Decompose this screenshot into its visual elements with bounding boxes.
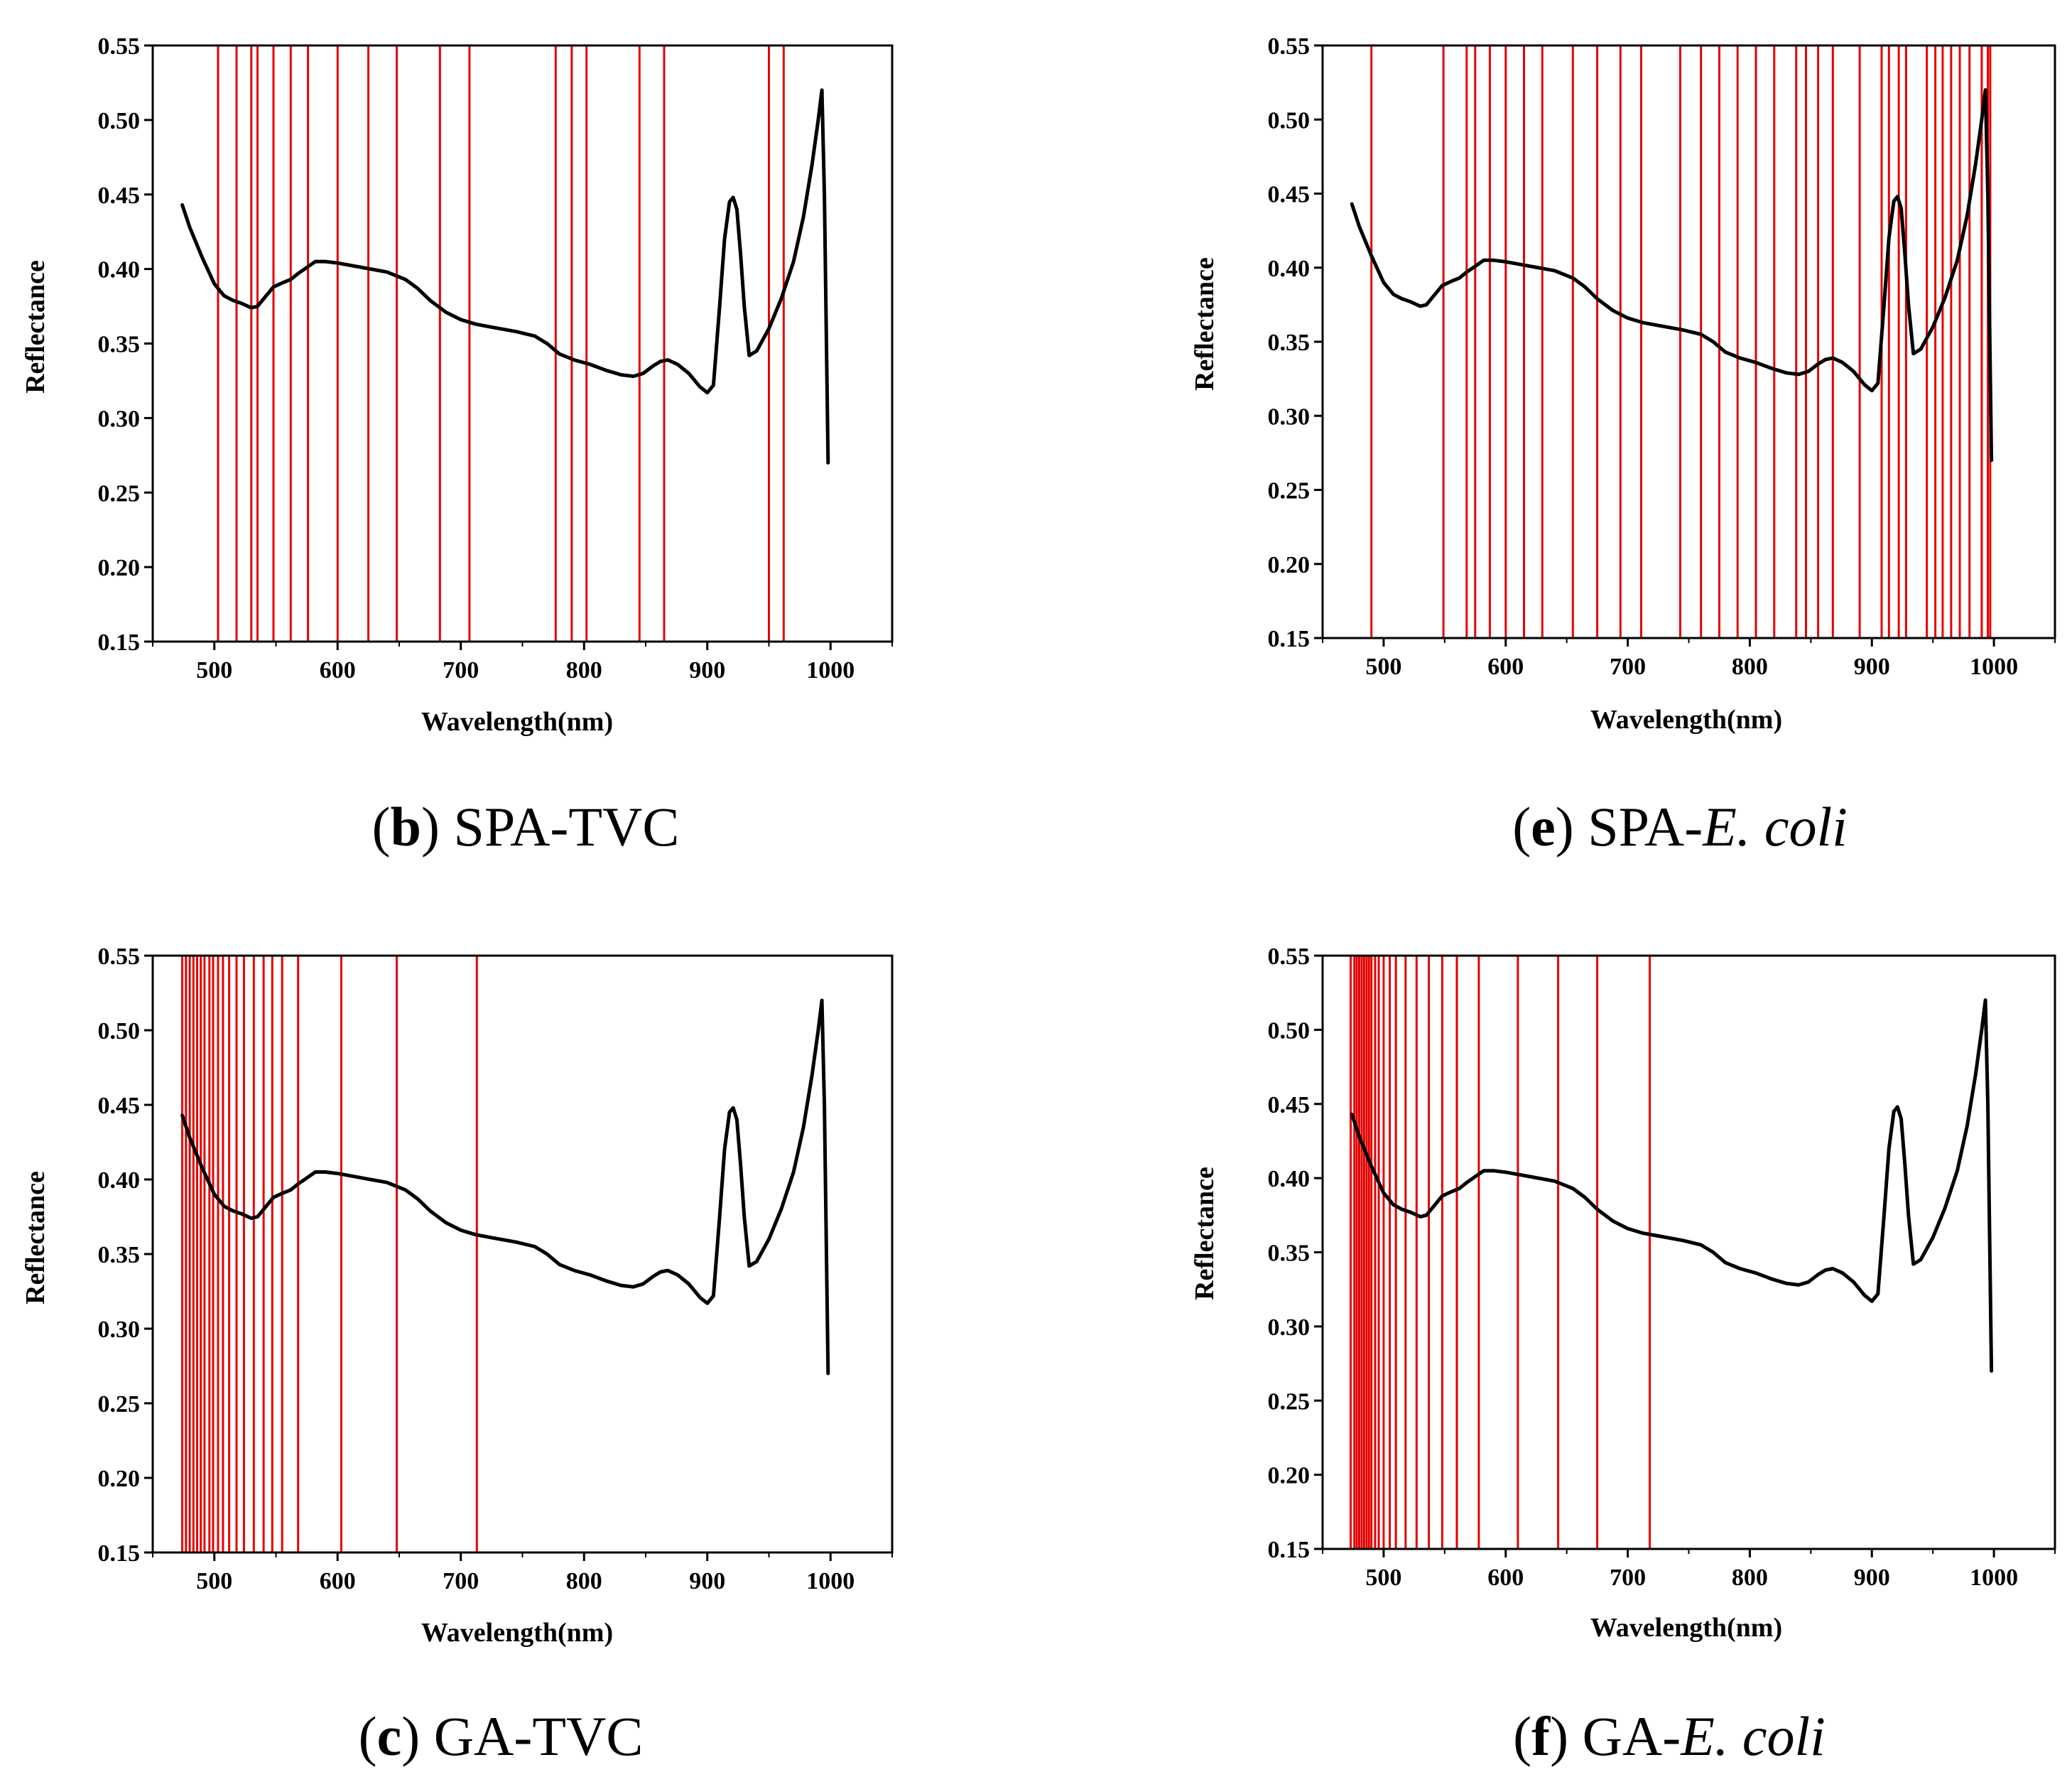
panel-c: 500 600 700 800 900 1000 0.15 0.20 0.25 0.30 0.35 0…	[21, 944, 894, 1767]
x-axis-title: Wavelength(nm)	[1590, 1613, 1782, 1643]
y-tick-label: 0.45	[98, 183, 141, 209]
y-tick-label: 0.50	[1268, 1017, 1311, 1044]
reflectance-spectrum-line	[180, 88, 830, 465]
panel-caption: (e) SPA-E. coli	[1512, 796, 1848, 858]
x-tick-label: 500	[196, 1568, 232, 1594]
caption-prefix: GA-	[1583, 1705, 1681, 1767]
x-tick-label: 800	[566, 1568, 602, 1594]
y-tick-label: 0.55	[1268, 944, 1311, 970]
y-tick-label: 0.20	[1268, 552, 1311, 578]
y-tick-label: 0.15	[98, 1540, 141, 1567]
x-tick-label: 900	[689, 1568, 725, 1594]
x-axis-title: Wavelength(nm)	[421, 707, 613, 737]
x-tick-label: 600	[1487, 1565, 1524, 1591]
x-tick-label: 1000	[806, 657, 855, 684]
x-tick-label: 700	[1610, 654, 1646, 680]
y-tick-label: 0.55	[1268, 33, 1311, 60]
y-tick-label: 0.55	[98, 944, 141, 970]
y-tick-label: 0.20	[98, 1466, 141, 1492]
panel-b: 500 600 700 800 900 1000 0.15 0.20 0.25 0.30 0.35 0…	[21, 33, 894, 858]
y-tick-label: 0.40	[1268, 256, 1311, 282]
y-tick-label: 0.35	[1268, 330, 1311, 356]
caption-letter: c	[377, 1705, 402, 1767]
y-tick-label: 0.40	[98, 257, 141, 283]
y-tick-label: 0.50	[98, 108, 141, 134]
x-tick-label: 800	[1732, 654, 1768, 680]
caption-name: E. coli	[1680, 1705, 1826, 1767]
x-tick-label: 700	[1610, 1565, 1646, 1591]
y-tick-label: 0.30	[98, 406, 141, 432]
reflectance-spectrum-line	[1350, 88, 1994, 463]
x-tick-label: 900	[1854, 1565, 1890, 1591]
caption-name: E. coli	[1702, 796, 1848, 858]
y-tick-label: 0.50	[1268, 107, 1311, 134]
x-tick-label: 700	[443, 657, 479, 684]
caption-name: TVC	[568, 796, 679, 858]
x-tick-label: 900	[689, 657, 725, 684]
y-tick-label: 0.30	[1268, 1314, 1311, 1341]
x-axis-title: Wavelength(nm)	[421, 1618, 613, 1648]
y-tick-label: 0.35	[1268, 1241, 1311, 1267]
y-tick-label: 0.25	[1268, 478, 1311, 504]
y-tick-label: 0.45	[1268, 1092, 1311, 1118]
reflectance-spectrum-line	[180, 998, 830, 1376]
panel-f: 500 600 700 800 900 1000 0.15 0.20 0.25 0.30 0.35 0…	[1190, 944, 2056, 1767]
panel-caption: (c) GA-TVC	[359, 1705, 644, 1767]
caption-prefix: SPA-	[453, 796, 568, 858]
y-axis-title: Reflectance	[21, 260, 50, 394]
y-tick-label: 0.30	[98, 1317, 141, 1343]
y-tick-label: 0.25	[98, 480, 141, 507]
y-tick-label: 0.30	[1268, 404, 1311, 430]
caption-letter: f	[1531, 1705, 1551, 1767]
y-tick-label: 0.40	[98, 1167, 141, 1194]
y-tick-label: 0.45	[98, 1093, 141, 1119]
x-tick-label: 600	[320, 657, 356, 684]
y-tick-label: 0.25	[1268, 1388, 1311, 1415]
caption-letter: e	[1531, 796, 1556, 858]
x-tick-label: 1000	[1970, 654, 2018, 680]
x-tick-label: 700	[443, 1568, 479, 1594]
caption-prefix: GA-	[434, 1705, 533, 1767]
x-tick-label: 600	[1487, 654, 1524, 680]
y-tick-label: 0.15	[98, 630, 141, 656]
reflectance-spectrum-line	[1350, 998, 1994, 1373]
y-axis-title: Reflectance	[1190, 1167, 1220, 1300]
x-tick-label: 1000	[806, 1568, 855, 1594]
caption-name: TVC	[532, 1705, 643, 1767]
y-tick-label: 0.20	[1268, 1463, 1311, 1489]
x-tick-label: 500	[1365, 654, 1401, 680]
y-tick-label: 0.35	[98, 332, 141, 358]
y-tick-label: 0.55	[98, 33, 141, 60]
panel-e: 500 600 700 800 900 1000 0.15 0.20 0.25 0.30 0.35 0…	[1190, 33, 2056, 858]
y-tick-label: 0.50	[98, 1018, 141, 1044]
x-tick-label: 500	[196, 657, 232, 684]
x-tick-label: 900	[1854, 654, 1890, 680]
y-tick-label: 0.25	[98, 1391, 141, 1417]
y-axis-title: Reflectance	[1190, 257, 1220, 391]
y-tick-label: 0.45	[1268, 182, 1311, 208]
x-tick-label: 600	[320, 1568, 356, 1594]
caption-prefix: SPA-	[1588, 796, 1703, 858]
y-tick-label: 0.15	[1268, 1537, 1311, 1563]
panel-caption: (f) GA-E. coli	[1513, 1705, 1826, 1767]
panel-caption: (b) SPA-TVC	[372, 796, 680, 858]
y-axis-title: Reflectance	[21, 1171, 50, 1305]
x-tick-label: 800	[566, 657, 602, 684]
y-tick-label: 0.15	[1268, 626, 1311, 652]
x-tick-label: 1000	[1970, 1565, 2018, 1591]
x-tick-label: 800	[1732, 1565, 1768, 1591]
y-tick-label: 0.35	[98, 1242, 141, 1268]
y-tick-label: 0.20	[98, 555, 141, 581]
x-axis-title: Wavelength(nm)	[1590, 705, 1782, 735]
x-tick-label: 500	[1365, 1565, 1401, 1591]
caption-letter: b	[391, 796, 421, 858]
y-tick-label: 0.40	[1268, 1166, 1311, 1192]
